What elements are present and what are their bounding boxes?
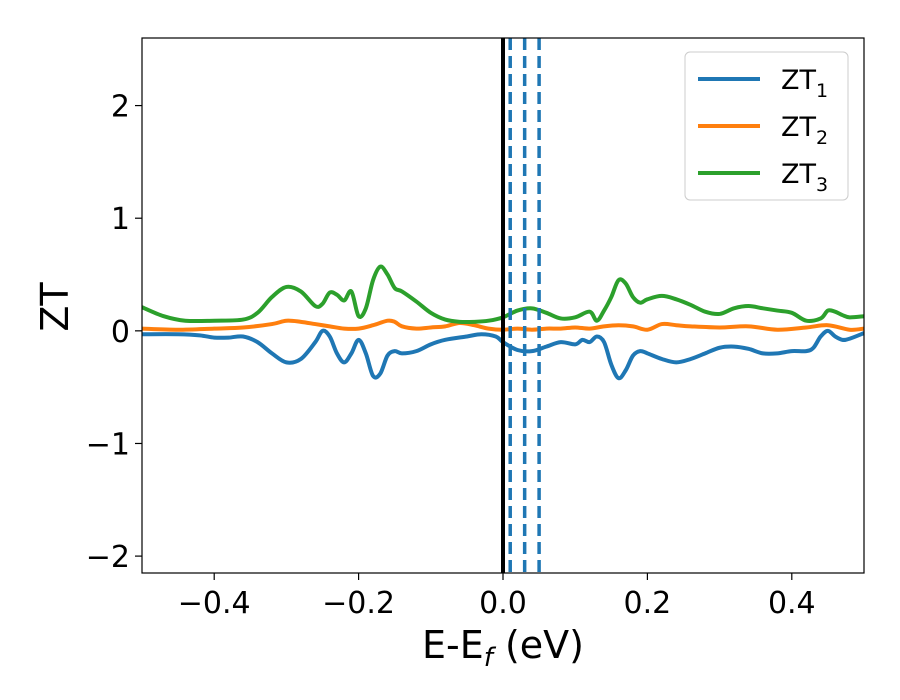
x-axis-title-unit: (eV) [493,623,584,667]
legend-label-zt2: ZT2 [781,112,828,149]
series-line-zt2 [142,318,864,332]
x-axis: −0.4 −0.2 0.0 0.2 0.4 [178,573,816,621]
y-tick-label: 0 [111,315,130,350]
x-tick-label: 0.2 [624,586,672,621]
x-axis-title: E-Ef (eV) [422,623,584,673]
x-axis-title-main: E-E [422,623,484,667]
y-axis-title: ZT [33,282,77,332]
y-tick-label: −1 [86,427,130,462]
y-axis: −2 −1 0 1 2 [86,90,142,575]
y-tick-label: 1 [111,202,130,237]
legend-label-zt1: ZT1 [781,65,828,102]
x-tick-label: −0.2 [322,586,395,621]
x-tick-label: 0.4 [768,586,816,621]
x-tick-label: −0.4 [178,586,251,621]
y-tick-label: −2 [86,540,130,575]
legend-label-zt3: ZT3 [781,159,828,196]
legend: ZT1 ZT2 ZT3 [684,51,849,201]
series-line-zt1 [142,328,864,381]
x-tick-label: 0.0 [479,586,527,621]
legend-frame [684,51,849,201]
y-tick-label: 2 [111,90,130,125]
plot-area [142,38,864,573]
